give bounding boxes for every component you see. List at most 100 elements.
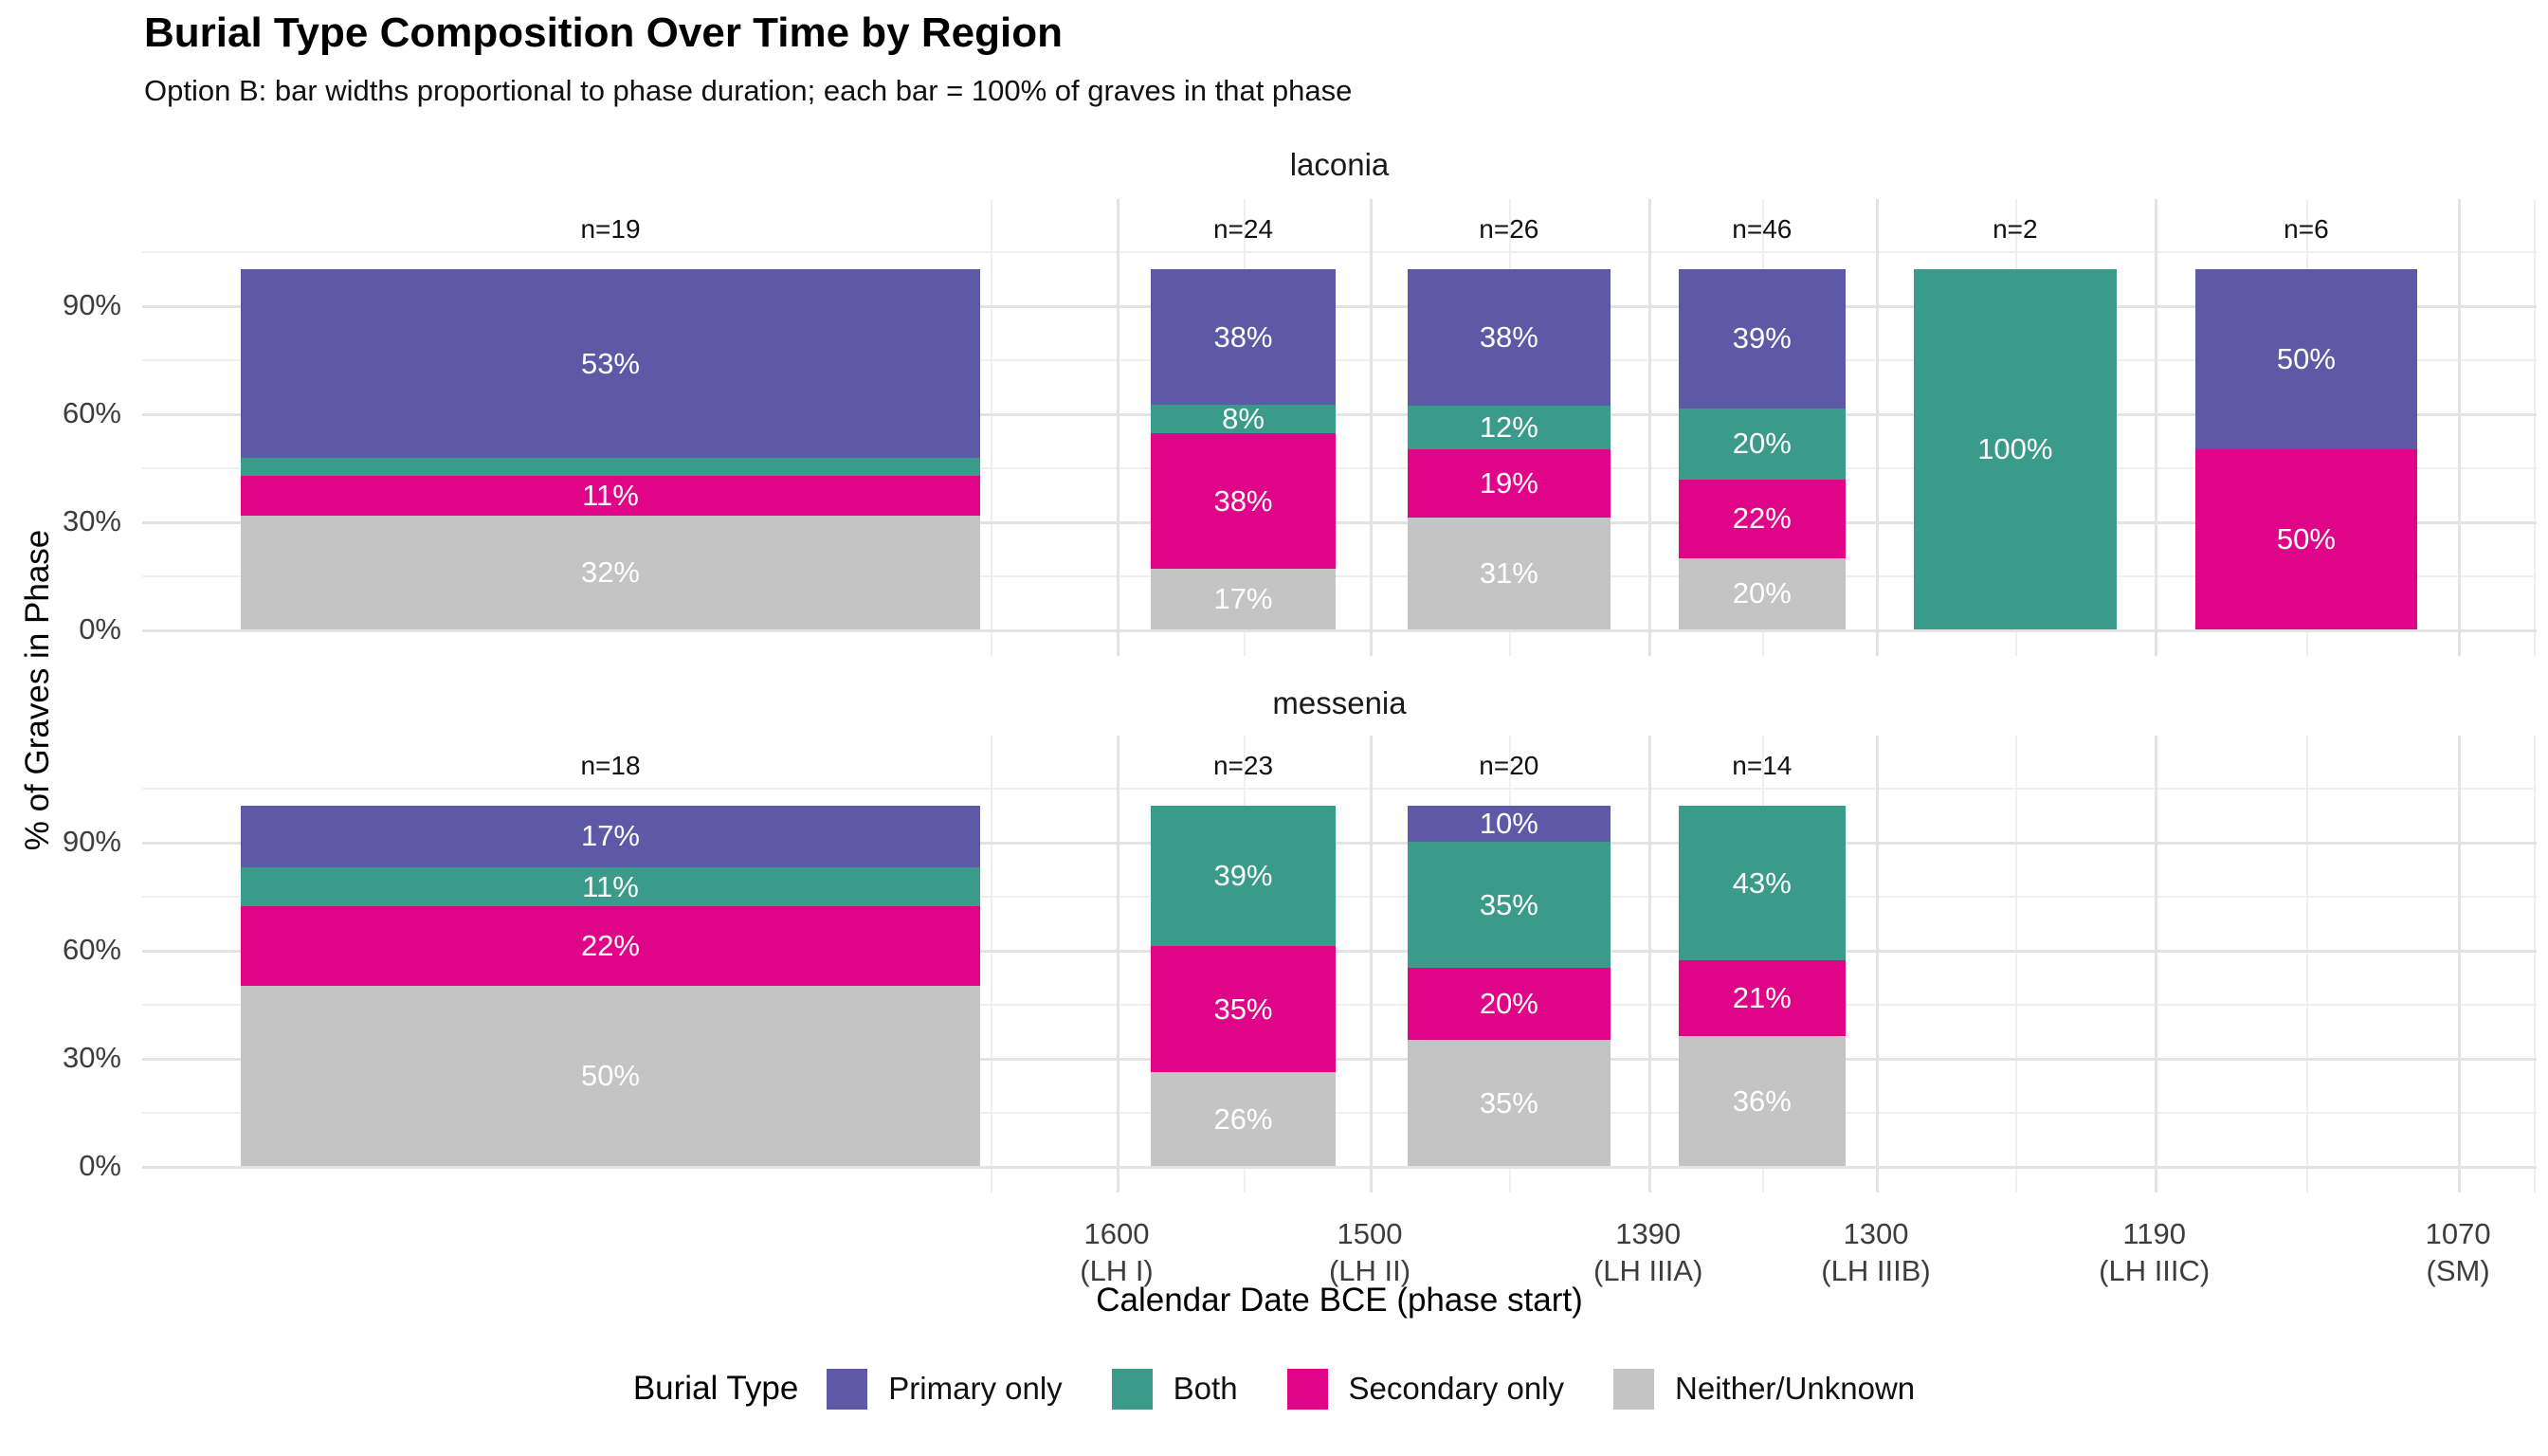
gridline-major-v xyxy=(1117,199,1119,656)
bar-segment: 53% xyxy=(241,269,980,459)
bar-segment-label: 39% xyxy=(1213,859,1273,893)
y-tick-label: 30% xyxy=(62,504,121,537)
y-tick-label: 0% xyxy=(79,1149,121,1182)
bar-segment-label: 11% xyxy=(582,478,639,512)
bar-segment: 20% xyxy=(1679,408,1846,480)
x-tick-label: 1390 (LH IIIA) xyxy=(1593,1215,1702,1289)
bar-segment: 17% xyxy=(1151,569,1336,629)
bar-segment-label: 35% xyxy=(1213,992,1273,1026)
bar-segment: 20% xyxy=(1407,968,1611,1040)
gridline-major-v xyxy=(1370,736,1373,1192)
x-tick-label: 1190 (LH IIIC) xyxy=(2099,1215,2210,1289)
bar-segment: 38% xyxy=(1407,269,1611,407)
bar-segment: 17% xyxy=(241,806,980,867)
bar-segment: 43% xyxy=(1679,806,1846,961)
bar-segment: 11% xyxy=(241,476,980,516)
bar-segment: 100% xyxy=(1913,269,2118,629)
chart-title: Burial Type Composition Over Time by Reg… xyxy=(144,9,1063,56)
bar-segment-label: 38% xyxy=(1213,319,1273,354)
x-tick-phase: (LH II) xyxy=(1328,1254,1411,1287)
bar-segment-label: 22% xyxy=(1732,501,1792,536)
gridline-major-v xyxy=(2154,199,2157,656)
bar-segment-label: 36% xyxy=(1732,1083,1792,1118)
bar-segment: 39% xyxy=(1151,806,1336,947)
gridline-minor-v xyxy=(2014,736,2017,1192)
bar-segment: 31% xyxy=(1407,518,1611,629)
legend-items: Primary only Both Secondary only Neither/Un… xyxy=(827,1368,1915,1410)
x-tick-phase: (SM) xyxy=(2426,1254,2490,1287)
gridline-major-v xyxy=(2458,736,2462,1192)
bar: 20% 22% 20% 39% xyxy=(1679,269,1846,629)
bar-segment: 11% xyxy=(241,866,980,907)
gridline-minor-h xyxy=(142,359,2537,361)
facet-strip-laconia: laconia xyxy=(1289,147,1390,182)
x-tick-year: 1390 xyxy=(1615,1217,1682,1250)
legend-item: Primary only xyxy=(827,1368,1063,1410)
bar: 36% 21% 43% xyxy=(1679,806,1846,1166)
bar-segment-label: 10% xyxy=(1479,807,1538,840)
gridline-major-v xyxy=(1370,199,1373,656)
bar-segment-label: 31% xyxy=(1479,556,1538,591)
bar-segment-label: 20% xyxy=(1732,427,1792,461)
chart-subtitle: Option B: bar widths proportional to pha… xyxy=(144,74,1353,107)
legend-item: Secondary only xyxy=(1286,1368,1564,1410)
bar: 31% 19% 12% 38% xyxy=(1407,269,1611,629)
gridline-major-h xyxy=(142,842,2537,845)
bar-segment-label: 38% xyxy=(1213,483,1273,518)
legend-item: Neither/Unknown xyxy=(1613,1368,1915,1410)
bar-segment-label: 17% xyxy=(580,819,640,853)
bar-segment: 39% xyxy=(1679,269,1846,409)
bar-segment: 12% xyxy=(1407,406,1611,449)
facet-strip-messenia: messenia xyxy=(1272,685,1407,720)
bar: 35% 20% 35% 10% xyxy=(1407,806,1611,1166)
bar-segment-label: 50% xyxy=(580,1059,640,1092)
x-tick-year: 1600 xyxy=(1083,1217,1150,1250)
bar-segment-label: 43% xyxy=(1732,865,1792,900)
bar-segment: 50% xyxy=(2194,269,2417,449)
gridline-major-h xyxy=(142,305,2537,308)
y-tick-label: 60% xyxy=(62,933,121,966)
gridline-minor-h xyxy=(142,467,2537,469)
bar-segment xyxy=(241,458,980,477)
bar-segment-label: 20% xyxy=(1479,987,1538,1020)
legend-swatch-neither-unknown xyxy=(1613,1368,1655,1410)
legend-item: Both xyxy=(1111,1368,1238,1410)
gridline-major-v xyxy=(1876,736,1879,1192)
bar: 17% 38% 8% 38% xyxy=(1151,269,1336,629)
bar-segment-label: 22% xyxy=(580,929,640,963)
legend-swatch-secondary-only xyxy=(1286,1368,1328,1410)
x-tick-label: 1600 (LH I) xyxy=(1080,1215,1154,1289)
bar-segment: 50% xyxy=(2194,449,2417,629)
bar-segment-label: 50% xyxy=(2276,522,2336,555)
bar-n-label: n=19 xyxy=(580,214,641,245)
bar-segment-label: 11% xyxy=(582,869,639,903)
bar-n-label: n=20 xyxy=(1479,751,1539,781)
bar-n-label: n=24 xyxy=(1212,214,1274,245)
gridline-minor-v xyxy=(990,199,992,656)
bar: 50% 22% 11% 17% xyxy=(241,806,980,1166)
gridline-major-h xyxy=(142,629,2537,632)
bar-segment: 38% xyxy=(1151,433,1336,570)
legend-label: Primary only xyxy=(888,1371,1063,1406)
gridline-major-h xyxy=(142,521,2537,524)
bar-segment: 36% xyxy=(1679,1036,1846,1166)
y-axis-title: % of Graves in Phase xyxy=(19,529,56,851)
bar-segment: 35% xyxy=(1151,946,1336,1073)
bar-segment-label: 19% xyxy=(1479,466,1538,500)
x-tick-year: 1300 xyxy=(1843,1217,1909,1250)
gridline-minor-h xyxy=(142,251,2537,253)
gridline-major-v xyxy=(1647,736,1651,1192)
bar-segment-label: 35% xyxy=(1479,1085,1538,1119)
bar-segment: 21% xyxy=(1679,960,1846,1037)
bar: 32% 11% 53% xyxy=(241,269,980,629)
x-tick-label: 1300 (LH IIIB) xyxy=(1821,1215,1930,1289)
panel-laconia: 32% 11% 53% 17% 38% 8% 38% 31% 19% 12% 38% 20% 22% 20… xyxy=(142,199,2537,656)
bar-segment-label: 35% xyxy=(1479,887,1538,921)
bar-segment: 32% xyxy=(241,515,980,629)
bar: 26% 35% 39% xyxy=(1151,806,1336,1166)
x-axis-title: Calendar Date BCE (phase start) xyxy=(1096,1282,1583,1319)
x-tick-label: 1500 (LH II) xyxy=(1329,1215,1410,1289)
bar-n-label: n=46 xyxy=(1732,214,1793,245)
bar-n-label: n=6 xyxy=(2284,214,2329,245)
